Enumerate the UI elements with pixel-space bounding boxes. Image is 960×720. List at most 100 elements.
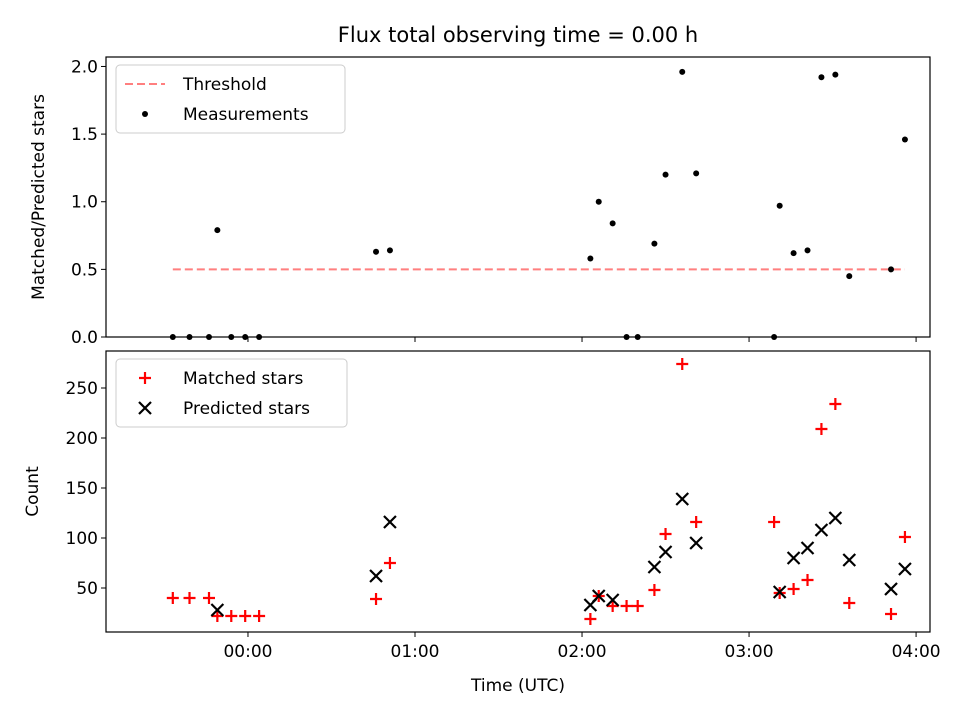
predicted-star-point <box>210 603 225 617</box>
matched-star-point <box>676 358 689 370</box>
measurement-point <box>832 71 839 78</box>
predicted-star-point <box>786 551 801 565</box>
legend-matched-swatch <box>139 372 151 384</box>
matched-star-point <box>253 610 266 622</box>
matched-star-point <box>659 528 672 540</box>
ratio-panel: 0.0 0.5 1.0 1.5 2.0 Matched/Predicted stars Th… <box>29 56 931 348</box>
predicted-star-point <box>828 511 843 525</box>
matched-star-point <box>690 516 703 528</box>
measurement-point <box>634 334 641 340</box>
predicted-star-point <box>591 589 606 603</box>
measurement-point <box>169 334 176 340</box>
predicted-star-point <box>884 582 898 596</box>
legend-label: Matched stars <box>183 369 303 389</box>
measurement-point <box>693 170 700 177</box>
matched-star-point <box>584 613 597 625</box>
measurement-point <box>888 266 895 273</box>
y-tick-label: 50 <box>76 579 98 599</box>
y-axis-label: Count <box>23 466 43 517</box>
predicted-star-point <box>898 562 912 576</box>
measurement-point <box>623 334 630 340</box>
predicted-star-point <box>800 541 815 555</box>
chart-title: Flux total observing time = 0.00 h <box>338 23 698 47</box>
measurement-point <box>228 334 235 340</box>
matched-star-point <box>166 592 179 604</box>
plot-frame <box>105 350 931 633</box>
measurement-point <box>846 273 853 280</box>
predicted-star-point <box>658 545 673 559</box>
plot-frame <box>105 56 931 338</box>
predicted-star-point <box>772 585 787 599</box>
measurement-point <box>651 240 658 247</box>
matched-star-point <box>620 600 633 612</box>
x-tick-label: 02:00 <box>558 642 607 662</box>
matched-star-point <box>183 592 196 604</box>
matched-star-point <box>787 583 800 595</box>
measurement-point <box>595 198 602 205</box>
measurement-point <box>186 334 193 340</box>
matched-star-point <box>383 557 396 569</box>
measurement-point <box>373 248 380 255</box>
legend-box <box>115 64 346 134</box>
y-tick-label: 150 <box>66 479 98 499</box>
y-tick-label: 250 <box>66 379 98 399</box>
matched-star-point <box>239 610 252 622</box>
measurement-point <box>587 255 594 262</box>
legend-label: Threshold <box>182 75 267 95</box>
predicted-star-point <box>675 492 690 506</box>
legend-predicted-swatch <box>138 401 152 415</box>
x-axis-label: Time (UTC) <box>470 676 565 696</box>
y-tick-label: 1.0 <box>71 193 98 213</box>
matched-star-point <box>211 610 224 622</box>
measurement-point <box>206 334 212 340</box>
y-tick-label: 1.5 <box>71 125 98 145</box>
measurement-point <box>901 136 908 143</box>
predicted-star-point <box>369 569 383 583</box>
measurement-point <box>804 247 811 254</box>
matched-star-point <box>606 600 619 612</box>
predicted-star-point <box>814 523 829 537</box>
measurement-point <box>386 247 393 254</box>
measurement-point <box>662 171 669 178</box>
predicted-star-point <box>842 553 857 567</box>
measurement-point <box>790 250 797 257</box>
y-tick-label: 0.0 <box>71 328 98 348</box>
y-tick-label: 2.0 <box>71 57 98 77</box>
matched-star-point <box>203 592 215 604</box>
y-tick-label: 0.5 <box>71 260 98 280</box>
measurement-point <box>242 334 249 340</box>
measurement-point <box>679 68 686 75</box>
y-tick-label: 200 <box>66 429 98 449</box>
measurement-point <box>771 334 778 340</box>
matched-star-point <box>843 597 856 609</box>
measurement-point <box>609 220 616 227</box>
y-tick-label: 100 <box>66 529 98 549</box>
x-tick-label: 00:00 <box>223 642 272 662</box>
measurement-point <box>214 227 221 234</box>
predicted-star-point <box>605 593 620 607</box>
measurement-point <box>256 334 263 340</box>
matched-star-point <box>768 516 781 528</box>
x-tick-label: 01:00 <box>391 642 440 662</box>
count-panel: 50 100 150 200 250 00:00 01:00 02:00 03:00 04:00 C… <box>23 350 941 662</box>
predicted-star-point <box>689 536 703 550</box>
legend-label: Predicted stars <box>183 399 310 419</box>
predicted-star-point <box>647 560 662 574</box>
legend-label: Measurements <box>183 105 309 125</box>
measurement-point <box>776 202 783 209</box>
matched-star-point <box>885 608 898 620</box>
predicted-star-point <box>383 515 397 529</box>
legend-measurement-swatch <box>142 111 148 117</box>
x-tick-label: 04:00 <box>892 642 941 662</box>
matched-star-point <box>631 600 644 612</box>
matched-star-point <box>898 531 911 543</box>
legend-box <box>115 358 348 428</box>
matched-star-point <box>815 423 828 435</box>
matched-star-point <box>225 610 238 622</box>
matched-star-point <box>801 574 814 586</box>
measurement-point <box>818 74 825 81</box>
x-tick-label: 03:00 <box>725 642 774 662</box>
matched-star-point <box>370 593 383 605</box>
matched-star-point <box>829 398 842 410</box>
